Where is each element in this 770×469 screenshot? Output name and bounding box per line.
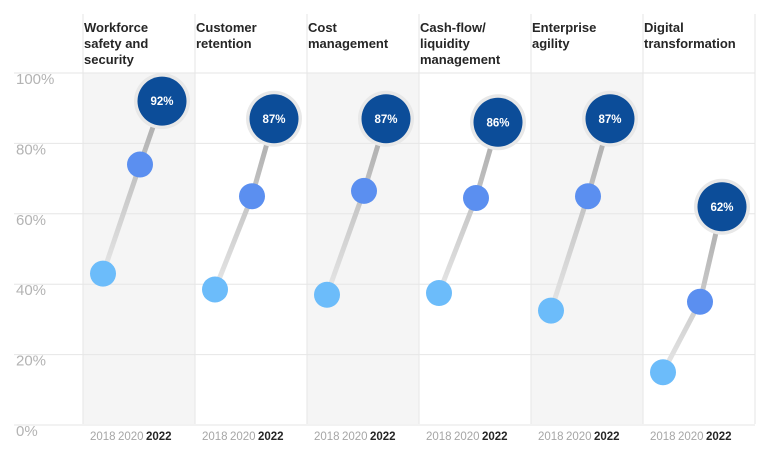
x-tick-label: 2020 — [230, 431, 256, 443]
x-tick-label: 2020 — [342, 431, 368, 443]
panel-background — [83, 73, 195, 424]
x-tick-label: 2022 — [370, 431, 396, 443]
point-2020 — [351, 177, 377, 204]
panel-title: Cost management — [308, 20, 420, 52]
data-label: 87% — [262, 114, 285, 126]
point-2018 — [538, 297, 564, 324]
x-tick-label: 2022 — [594, 431, 620, 443]
panel-title-line: security — [84, 52, 134, 67]
point-2018 — [650, 359, 676, 386]
panel-title: Digital transformation — [644, 20, 756, 52]
x-tick-label: 2022 — [706, 431, 732, 443]
y-tick-label: 100% — [16, 71, 54, 88]
data-label: 87% — [374, 114, 397, 126]
panel-title-line: Cost — [308, 20, 337, 35]
panel-title-line: Workforce — [84, 20, 149, 35]
x-tick-label: 2020 — [566, 431, 592, 443]
point-2022 — [473, 97, 523, 147]
point-2022 — [137, 76, 187, 126]
data-label: 92% — [150, 96, 173, 108]
x-tick-label: 2020 — [678, 431, 704, 443]
x-tick-label: 2022 — [258, 431, 284, 443]
panel-title-line: Enterprise — [532, 20, 597, 35]
point-2020 — [687, 288, 713, 315]
data-label: 87% — [598, 114, 621, 126]
y-tick-label: 20% — [16, 353, 46, 370]
panel-title-line: Digital — [644, 20, 684, 35]
point-2018 — [426, 280, 452, 306]
panel-title-line: liquidity — [420, 36, 470, 51]
panel-title-line: Customer — [196, 20, 257, 35]
y-tick-label: 80% — [16, 141, 46, 158]
point-2022 — [697, 182, 747, 232]
panel-title: Customer retention — [196, 20, 308, 52]
panel-title: Enterprise agility — [532, 20, 644, 52]
point-2022 — [361, 94, 411, 144]
point-2020 — [127, 151, 153, 178]
panel-title: Workforce safety and security — [84, 20, 196, 68]
data-label: 86% — [486, 117, 509, 129]
x-tick-label: 2018 — [314, 431, 340, 443]
panel-title-line: transformation — [644, 36, 736, 51]
panel-title-line: Cash-flow/ — [420, 20, 486, 35]
y-tick-label: 0% — [16, 423, 38, 440]
x-tick-label: 2022 — [482, 431, 508, 443]
point-2018 — [314, 281, 340, 308]
x-tick-label: 2018 — [538, 431, 564, 443]
panel-title: Cash-flow/liquidity management — [420, 20, 532, 68]
x-tick-label: 2020 — [454, 431, 480, 443]
panel-title-line: agility — [532, 36, 570, 51]
x-tick-label: 2020 — [118, 431, 144, 443]
x-tick-label: 2018 — [90, 431, 116, 443]
y-tick-label: 40% — [16, 282, 46, 299]
point-2022 — [585, 94, 635, 144]
point-2022 — [249, 94, 299, 144]
x-tick-label: 2018 — [426, 431, 452, 443]
x-tick-label: 2018 — [202, 431, 228, 443]
point-2020 — [463, 184, 489, 211]
data-label: 62% — [710, 202, 733, 214]
panel-title-line: management — [420, 52, 501, 67]
y-tick-label: 60% — [16, 212, 46, 229]
point-2018 — [90, 260, 116, 287]
point-2020 — [575, 183, 601, 210]
x-tick-label: 2022 — [146, 431, 172, 443]
panel-title-line: retention — [196, 36, 252, 51]
panel-title-line: safety and — [84, 36, 149, 51]
panel-title-line: management — [308, 36, 389, 51]
point-2018 — [202, 276, 228, 303]
point-2020 — [239, 183, 265, 210]
x-tick-label: 2018 — [650, 431, 676, 443]
